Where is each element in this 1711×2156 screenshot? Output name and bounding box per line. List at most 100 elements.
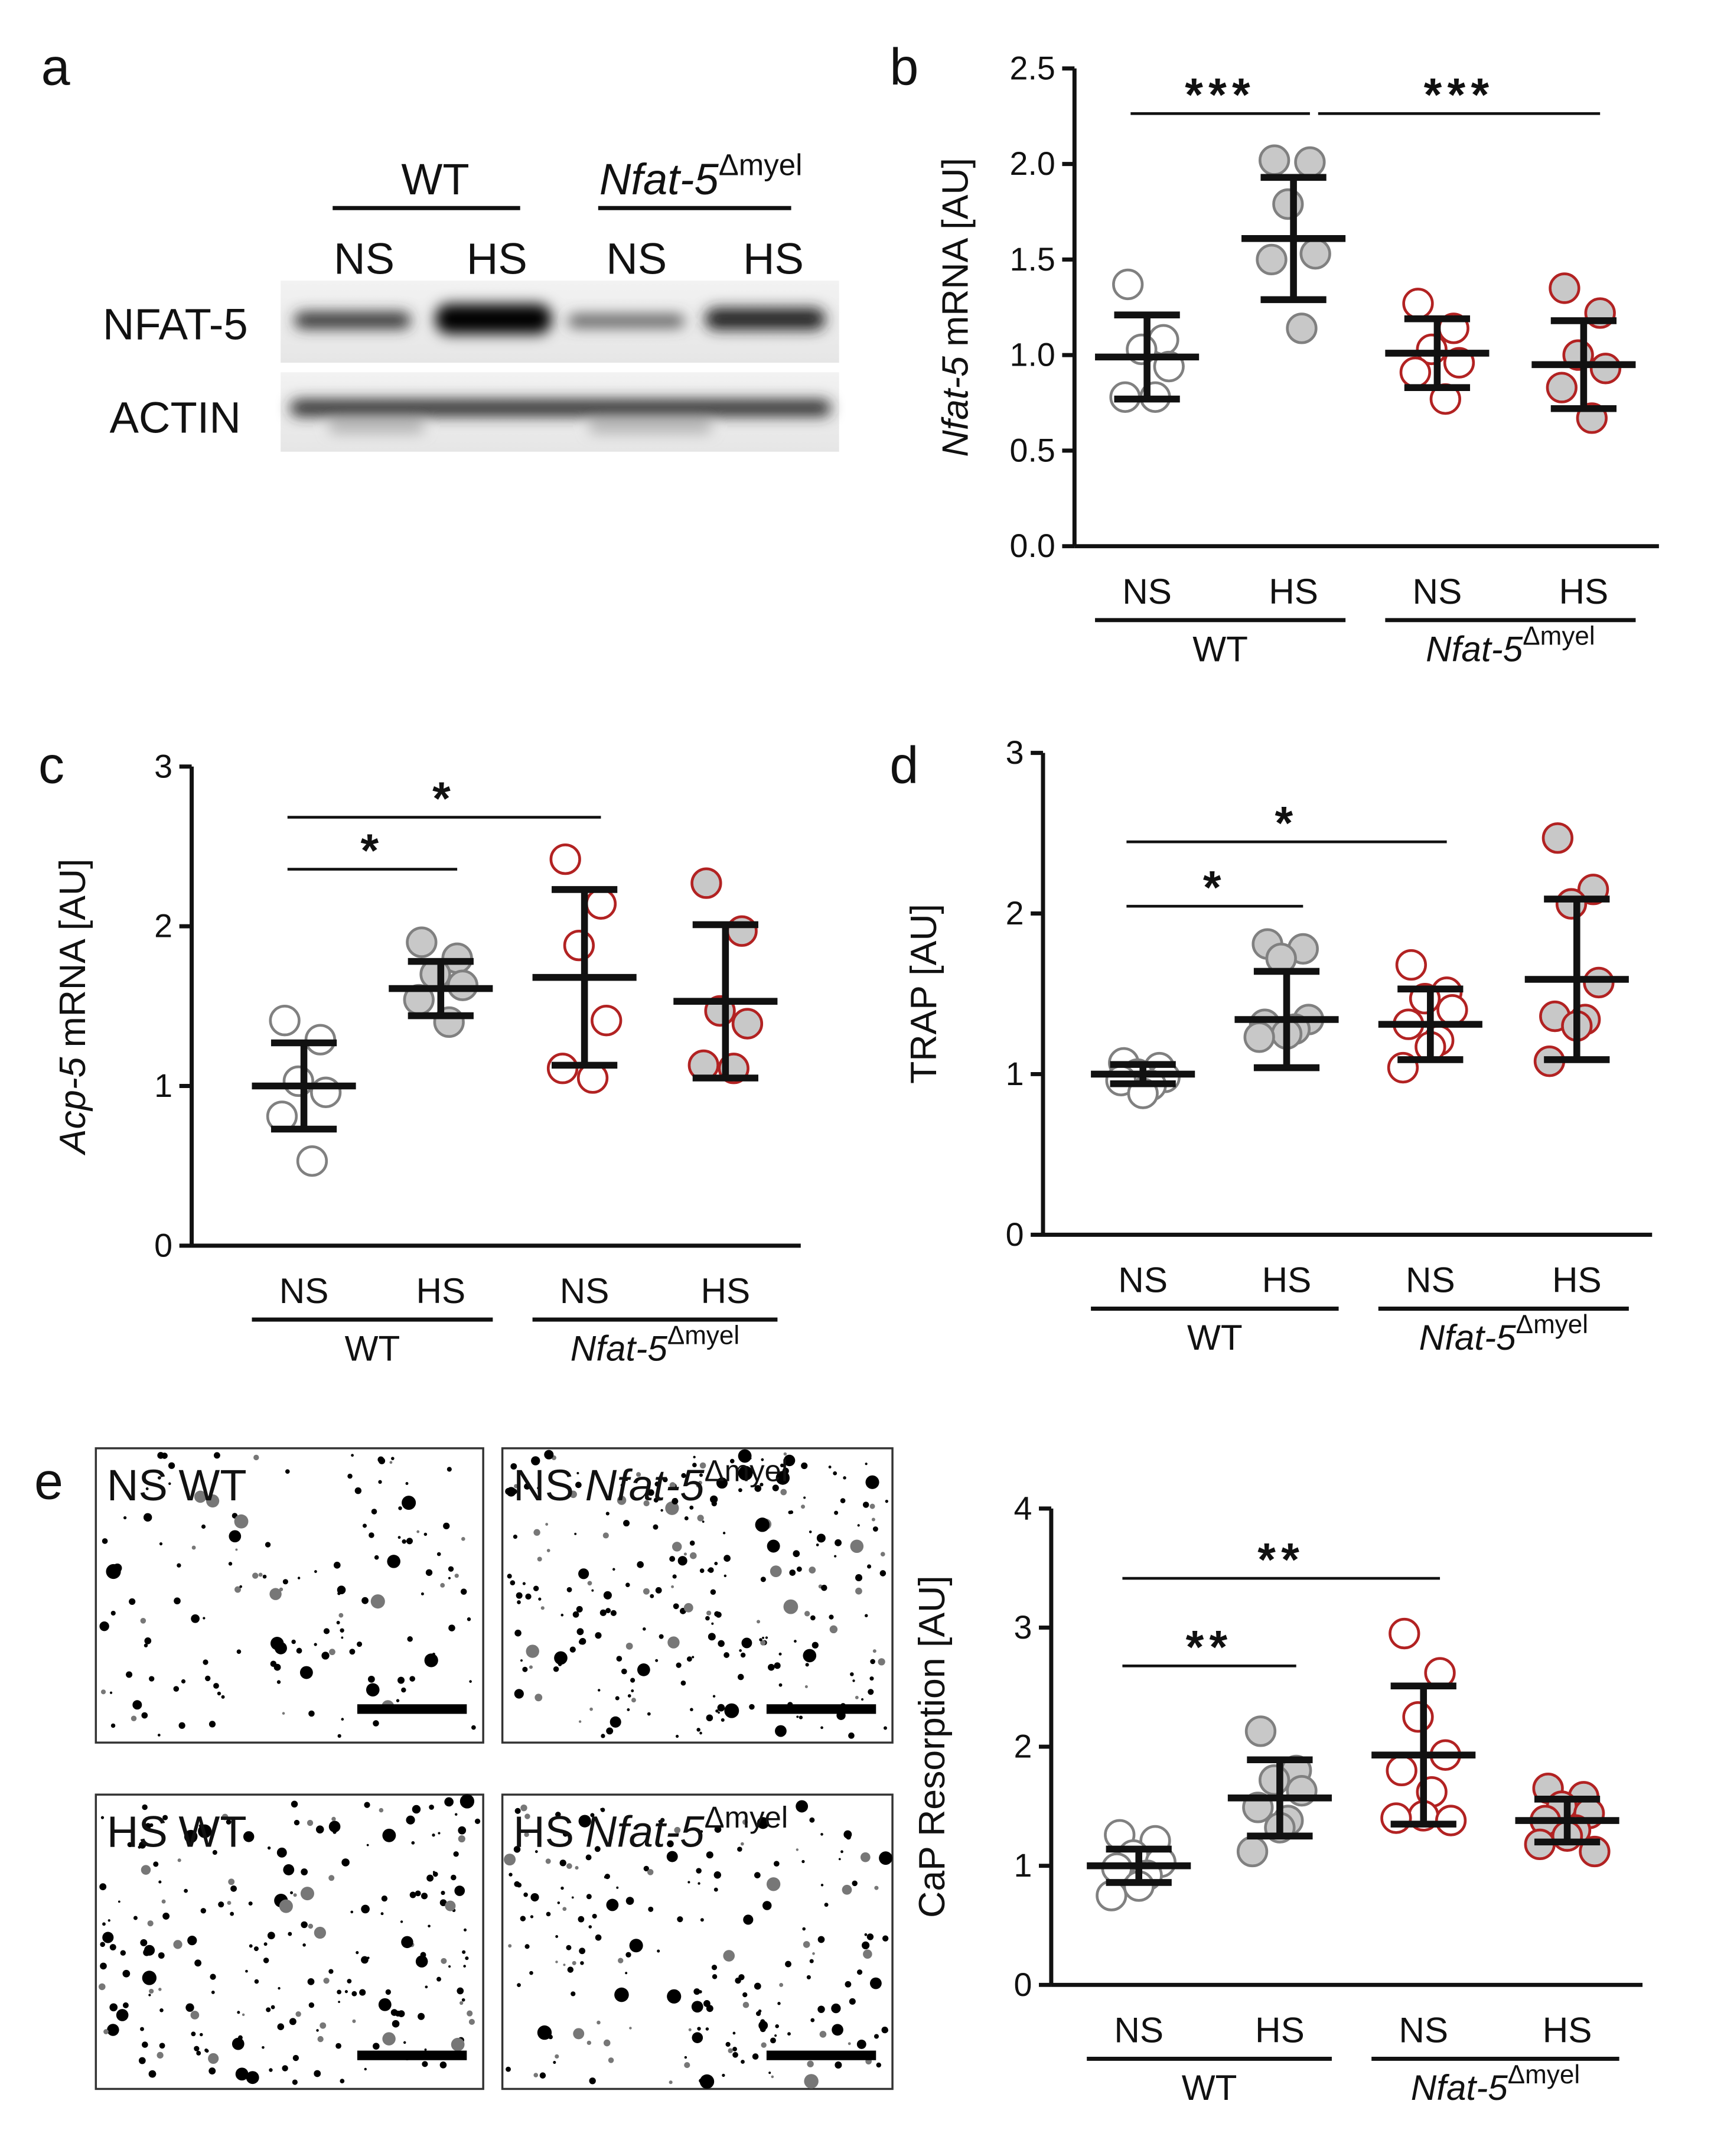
speck bbox=[194, 2046, 200, 2051]
speck bbox=[829, 1614, 834, 1620]
speck bbox=[315, 1825, 324, 1833]
speck bbox=[537, 1487, 540, 1490]
speck bbox=[803, 1496, 806, 1499]
speck bbox=[706, 2005, 713, 2012]
speck bbox=[758, 2021, 768, 2030]
speck bbox=[677, 1916, 683, 1923]
x-tick-label: HS bbox=[416, 1271, 465, 1311]
speck bbox=[378, 1480, 382, 1484]
data-point bbox=[1380, 1802, 1412, 1834]
speck bbox=[236, 1649, 242, 1654]
speck bbox=[377, 1456, 384, 1463]
speck bbox=[586, 1894, 592, 1900]
speck bbox=[588, 1925, 592, 1929]
speck bbox=[838, 1858, 841, 1861]
speck bbox=[329, 1649, 335, 1656]
group-name: Nfat-5 bbox=[1411, 2067, 1508, 2108]
speck bbox=[557, 1901, 560, 1904]
speck bbox=[572, 1960, 576, 1965]
speck bbox=[809, 1817, 815, 1823]
speck bbox=[234, 1586, 242, 1593]
speck bbox=[737, 1846, 742, 1852]
speck bbox=[267, 1846, 271, 1850]
speck bbox=[855, 1587, 862, 1595]
data-point bbox=[1272, 188, 1304, 220]
speck bbox=[314, 1643, 317, 1646]
speck bbox=[116, 2009, 129, 2021]
speck bbox=[789, 1569, 796, 1576]
speck bbox=[735, 1977, 741, 1984]
speck bbox=[144, 1637, 152, 1644]
speck bbox=[307, 1978, 315, 1985]
speck bbox=[801, 1859, 805, 1864]
speck bbox=[646, 1866, 648, 1869]
speck bbox=[650, 1594, 654, 1598]
speck bbox=[458, 1835, 465, 1843]
data-point bbox=[1294, 146, 1326, 178]
speck bbox=[742, 1992, 748, 1998]
micrograph: NS Nfat-5Δmyel bbox=[501, 1447, 894, 1744]
speck bbox=[739, 1649, 742, 1652]
speck bbox=[880, 1552, 885, 1556]
speck bbox=[758, 2009, 762, 2013]
speck bbox=[857, 1524, 860, 1527]
speck bbox=[100, 1689, 106, 1695]
speck bbox=[569, 1490, 577, 1499]
speck bbox=[514, 1689, 524, 1699]
image-label: HS WT bbox=[107, 1807, 247, 1856]
speck bbox=[447, 1467, 452, 1472]
speck bbox=[805, 1663, 809, 1667]
speck bbox=[168, 1462, 175, 1469]
speck bbox=[874, 1885, 879, 1890]
speck bbox=[132, 1700, 142, 1710]
x-tick-label: NS bbox=[1118, 1260, 1168, 1300]
group-label: Nfat-5Δmyel bbox=[599, 148, 803, 204]
speck bbox=[194, 1490, 207, 1503]
lane-label: NS bbox=[606, 234, 667, 283]
speck bbox=[107, 1919, 110, 1922]
speck bbox=[230, 1885, 237, 1892]
speck bbox=[677, 1556, 687, 1566]
speck bbox=[338, 2001, 340, 2003]
condition: HS bbox=[107, 1807, 168, 1856]
speck bbox=[187, 1935, 197, 1946]
speck bbox=[586, 2040, 592, 2046]
speck bbox=[522, 1666, 528, 1672]
group-name: Nfat-5 bbox=[1419, 1317, 1517, 1357]
speck bbox=[514, 1807, 521, 1814]
speck bbox=[714, 1561, 718, 1565]
chart: 0 1 2 3 4 CaP Resorption [AU] NS HS NS HS WT Nfat-5… bbox=[911, 1490, 1643, 2108]
group-name: WT bbox=[1187, 1317, 1243, 1357]
speck bbox=[723, 1555, 731, 1562]
speck bbox=[421, 1893, 428, 1900]
speck bbox=[741, 1637, 752, 1649]
speck bbox=[335, 2043, 341, 2049]
speck bbox=[142, 2041, 148, 2048]
speck bbox=[595, 1632, 602, 1639]
speck bbox=[282, 1579, 288, 1585]
speck bbox=[415, 1955, 428, 1968]
y-axis-label: Nfat-5 mRNA [AU] bbox=[935, 158, 976, 457]
speck bbox=[191, 1614, 200, 1623]
speck bbox=[869, 1977, 882, 1989]
speck bbox=[379, 1807, 384, 1813]
speck bbox=[604, 1874, 610, 1880]
speck bbox=[403, 2041, 406, 2044]
speck bbox=[759, 1638, 762, 1642]
speck bbox=[616, 1656, 623, 1662]
speck bbox=[208, 2053, 219, 2064]
speck bbox=[506, 2066, 511, 2072]
speck bbox=[401, 1687, 406, 1693]
speck bbox=[123, 1516, 127, 1520]
y-tick-label: 1.5 bbox=[1010, 241, 1055, 278]
speck bbox=[459, 1794, 475, 1809]
speck bbox=[540, 1606, 545, 1610]
speck bbox=[567, 1966, 574, 1973]
panel-label: c bbox=[38, 736, 64, 794]
data-point bbox=[549, 843, 581, 875]
speck bbox=[308, 2002, 315, 2008]
speck bbox=[467, 1617, 471, 1621]
image-label: HS Nfat-5Δmyel bbox=[513, 1800, 788, 1856]
speck bbox=[293, 1893, 297, 1897]
